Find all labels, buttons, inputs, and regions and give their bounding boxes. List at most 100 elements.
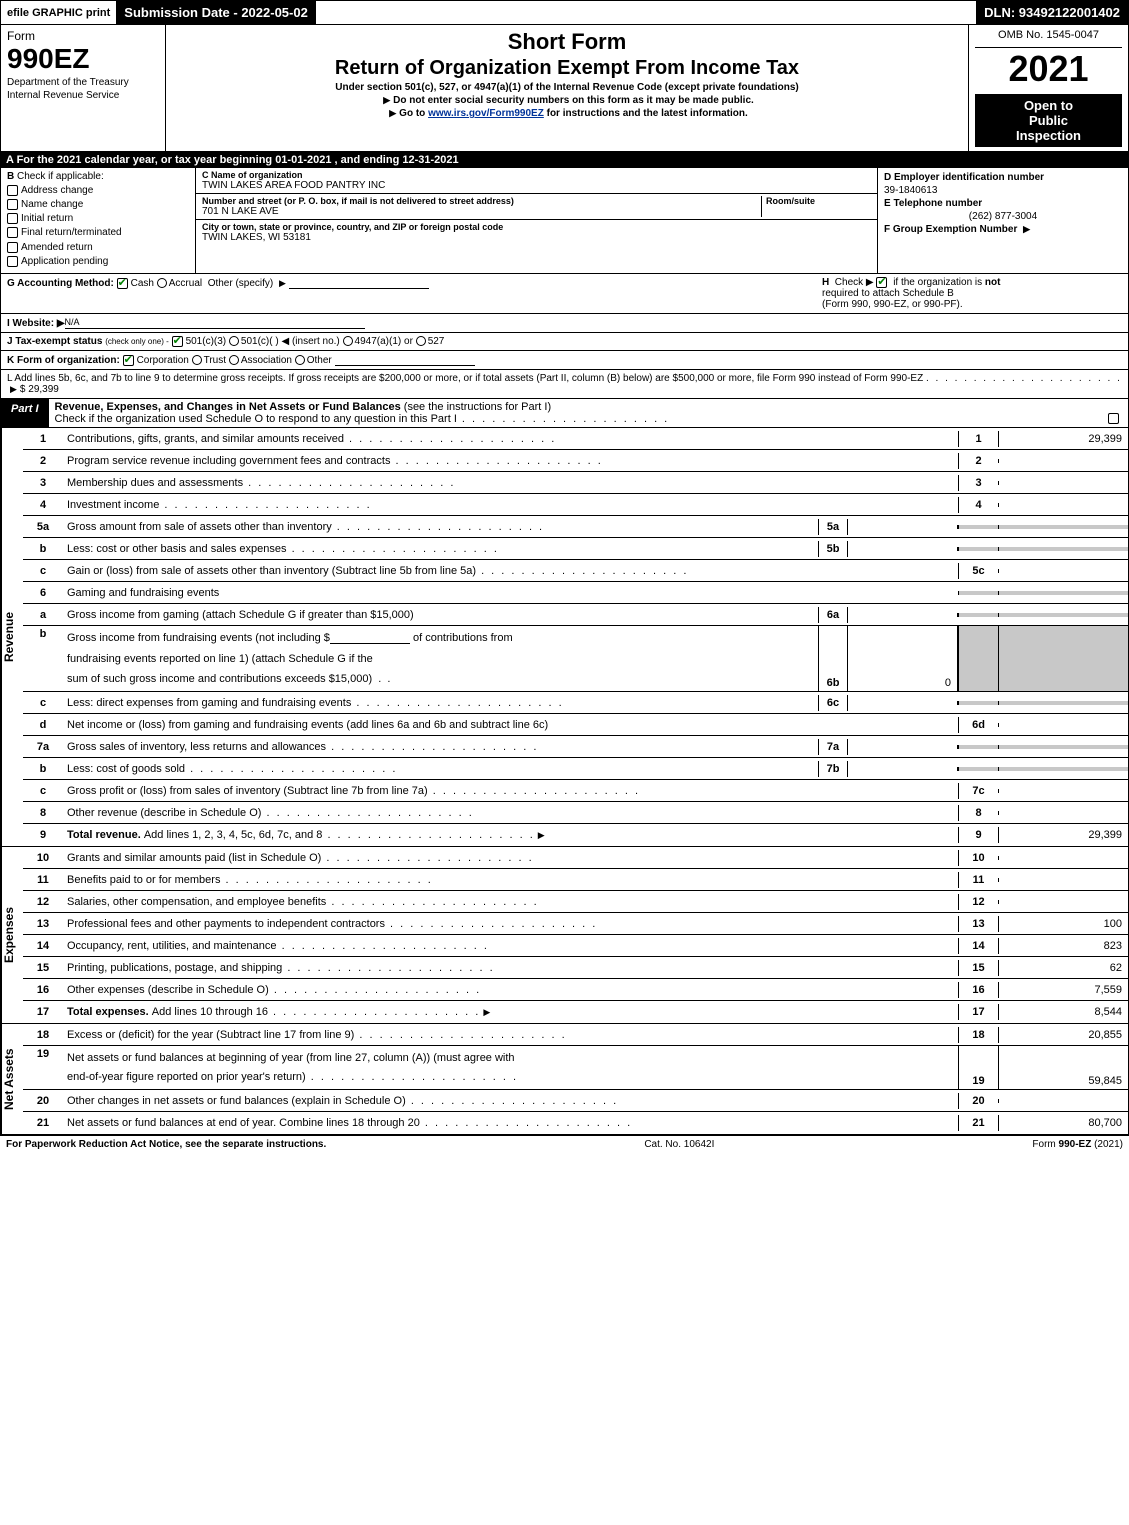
dept-irs: Internal Revenue Service — [7, 90, 159, 101]
line-11: 11Benefits paid to or for members11 — [23, 869, 1128, 891]
chk-name-change[interactable]: Name change — [7, 199, 189, 210]
chk-schedule-o[interactable] — [1108, 413, 1119, 424]
net-assets-section: Net Assets 18Excess or (deficit) for the… — [0, 1024, 1129, 1135]
section-a: A For the 2021 calendar year, or tax yea… — [0, 152, 1129, 168]
row-k: K Form of organization: Corporation Trus… — [0, 351, 1129, 370]
line-16: 16Other expenses (describe in Schedule O… — [23, 979, 1128, 1001]
chk-501c3[interactable] — [172, 336, 183, 347]
row-i: I Website: ▶N/A — [0, 314, 1129, 333]
contrib-amount-input[interactable] — [330, 632, 410, 644]
row-l: L Add lines 5b, 6c, and 7b to line 9 to … — [0, 370, 1129, 399]
line-13: 13Professional fees and other payments t… — [23, 913, 1128, 935]
section-b: B Check if applicable: Address change Na… — [1, 168, 196, 273]
goto-line: Go to www.irs.gov/Form990EZ for instruct… — [172, 108, 962, 119]
return-title: Return of Organization Exempt From Incom… — [172, 57, 962, 80]
line-18: 18Excess or (deficit) for the year (Subt… — [23, 1024, 1128, 1046]
chk-corp[interactable] — [123, 355, 134, 366]
line-6b: b Gross income from fundraising events (… — [23, 626, 1128, 692]
dept-treasury: Department of the Treasury — [7, 77, 159, 88]
paperwork-notice: For Paperwork Reduction Act Notice, see … — [6, 1139, 326, 1150]
under-section: Under section 501(c), 527, or 4947(a)(1)… — [172, 82, 962, 93]
city: TWIN LAKES, WI 53181 — [202, 232, 871, 243]
chk-h[interactable] — [876, 277, 887, 288]
line-20: 20Other changes in net assets or fund ba… — [23, 1090, 1128, 1112]
open-public-badge: Open to Public Inspection — [975, 94, 1122, 147]
g-label: G Accounting Method: — [7, 278, 114, 289]
street-label: Number and street (or P. O. box, if mail… — [202, 196, 761, 206]
part1-tab: Part I — [1, 399, 49, 427]
line-6a: aGross income from gaming (attach Schedu… — [23, 604, 1128, 626]
line-7c: cGross profit or (loss) from sales of in… — [23, 780, 1128, 802]
line-8: 8Other revenue (describe in Schedule O)8 — [23, 802, 1128, 824]
line-5c: cGain or (loss) from sale of assets othe… — [23, 560, 1128, 582]
line-5a: 5aGross amount from sale of assets other… — [23, 516, 1128, 538]
efile-label[interactable]: efile GRAPHIC print — [1, 5, 116, 21]
chk-amended[interactable]: Amended return — [7, 242, 189, 253]
gross-receipts: $ 29,399 — [20, 384, 59, 395]
chk-other-org[interactable] — [295, 355, 305, 365]
line-3: 3Membership dues and assessments3 — [23, 472, 1128, 494]
title-block: Short Form Return of Organization Exempt… — [166, 25, 968, 151]
line-14: 14Occupancy, rent, utilities, and mainte… — [23, 935, 1128, 957]
city-label: City or town, state or province, country… — [202, 222, 871, 232]
page-footer: For Paperwork Reduction Act Notice, see … — [0, 1135, 1129, 1153]
line-10: 10Grants and similar amounts paid (list … — [23, 847, 1128, 869]
form-ref: Form 990-EZ (2021) — [1032, 1139, 1123, 1150]
dln: DLN: 93492122001402 — [976, 1, 1128, 24]
chk-initial-return[interactable]: Initial return — [7, 213, 189, 224]
line-19: 19 Net assets or fund balances at beginn… — [23, 1046, 1128, 1090]
ein-label: D Employer identification number — [884, 172, 1122, 183]
other-org-input[interactable] — [335, 354, 475, 366]
website: N/A — [65, 317, 80, 327]
line-15: 15Printing, publications, postage, and s… — [23, 957, 1128, 979]
line-9: 9Total revenue. Add lines 1, 2, 3, 4, 5c… — [23, 824, 1128, 846]
part1-header: Part I Revenue, Expenses, and Changes in… — [0, 399, 1129, 428]
net-assets-label: Net Assets — [1, 1024, 23, 1134]
chk-527[interactable] — [416, 336, 426, 346]
org-name: TWIN LAKES AREA FOOD PANTRY INC — [202, 180, 871, 191]
phone: (262) 877-3004 — [884, 211, 1122, 222]
line-6d: dNet income or (loss) from gaming and fu… — [23, 714, 1128, 736]
chk-501c[interactable] — [229, 336, 239, 346]
revenue-label: Revenue — [1, 428, 23, 846]
chk-4947[interactable] — [343, 336, 353, 346]
revenue-section: Revenue 1Contributions, gifts, grants, a… — [0, 428, 1129, 847]
expenses-section: Expenses 10Grants and similar amounts pa… — [0, 847, 1129, 1024]
line-5b: bLess: cost or other basis and sales exp… — [23, 538, 1128, 560]
form-number: 990EZ — [7, 43, 159, 75]
chk-final-return[interactable]: Final return/terminated — [7, 227, 189, 238]
line-12: 12Salaries, other compensation, and empl… — [23, 891, 1128, 913]
line-4: 4Investment income4 — [23, 494, 1128, 516]
chk-assoc[interactable] — [229, 355, 239, 365]
top-bar: efile GRAPHIC print Submission Date - 20… — [0, 0, 1129, 25]
form-label: Form — [7, 29, 159, 43]
form-id-block: Form 990EZ Department of the Treasury In… — [1, 25, 166, 151]
cat-no: Cat. No. 10642I — [326, 1139, 1032, 1150]
row-j: J Tax-exempt status (check only one) - 5… — [0, 333, 1129, 351]
line-7b: bLess: cost of goods sold7b — [23, 758, 1128, 780]
form-header: Form 990EZ Department of the Treasury In… — [0, 25, 1129, 152]
org-name-label: C Name of organization — [202, 170, 871, 180]
phone-label: E Telephone number — [884, 198, 1122, 209]
line-2: 2Program service revenue including gover… — [23, 450, 1128, 472]
chk-address-change[interactable]: Address change — [7, 185, 189, 196]
chk-accrual[interactable] — [157, 278, 167, 288]
chk-cash[interactable] — [117, 278, 128, 289]
group-label: F Group Exemption Number — [884, 224, 1122, 235]
chk-trust[interactable] — [192, 355, 202, 365]
year-block: OMB No. 1545-0047 2021 Open to Public In… — [968, 25, 1128, 151]
irs-link[interactable]: www.irs.gov/Form990EZ — [428, 108, 544, 119]
part1-title: Revenue, Expenses, and Changes in Net As… — [49, 399, 1128, 427]
section-c: C Name of organization TWIN LAKES AREA F… — [196, 168, 878, 273]
street: 701 N LAKE AVE — [202, 206, 761, 217]
ein: 39-1840613 — [884, 185, 1122, 196]
submission-date: Submission Date - 2022-05-02 — [116, 1, 316, 24]
section-def: D Employer identification number 39-1840… — [878, 168, 1128, 273]
line-6: 6Gaming and fundraising events — [23, 582, 1128, 604]
line-6c: cLess: direct expenses from gaming and f… — [23, 692, 1128, 714]
tax-year: 2021 — [975, 48, 1122, 90]
chk-pending[interactable]: Application pending — [7, 256, 189, 267]
ssn-warning: Do not enter social security numbers on … — [172, 95, 962, 106]
expenses-label: Expenses — [1, 847, 23, 1023]
other-specify-input[interactable] — [289, 277, 429, 289]
